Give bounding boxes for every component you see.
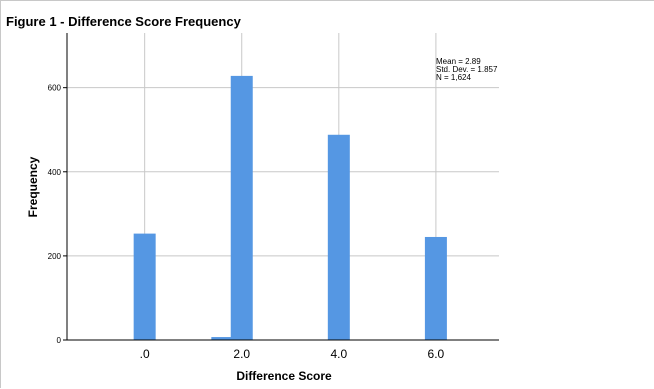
bars	[133, 75, 447, 341]
y-axis-title: Frequency	[26, 156, 40, 217]
stats-box: Mean = 2.89 Std. Dev. = 1.857 N = 1,624	[436, 57, 498, 82]
axes	[63, 33, 499, 341]
x-axis-title: Difference Score	[236, 369, 332, 383]
y-tick-label-400: 400	[48, 168, 62, 177]
bar-0	[133, 233, 156, 340]
stat-n: N = 1,624	[436, 73, 471, 82]
bar-3	[327, 134, 350, 340]
tick-labels: 0 200 400 600 .0 2.0 4.0 6.0	[48, 84, 445, 361]
y-tick-label-600: 600	[48, 84, 62, 93]
y-tick-label-0: 0	[57, 336, 62, 345]
x-tick-label-4: 4.0	[330, 347, 347, 361]
bar-4	[424, 236, 447, 340]
y-tick-label-200: 200	[48, 252, 62, 261]
x-tick-label-0: .0	[140, 347, 150, 361]
stat-std-dev: Std. Dev. = 1.857	[436, 65, 498, 74]
x-tick-label-2: 2.0	[233, 347, 250, 361]
figure-title: Figure 1 - Difference Score Frequency	[6, 14, 241, 29]
stat-mean: Mean = 2.89	[436, 57, 481, 66]
bar-1	[211, 337, 234, 340]
bar-2	[230, 75, 253, 341]
x-tick-label-6: 6.0	[428, 347, 445, 361]
